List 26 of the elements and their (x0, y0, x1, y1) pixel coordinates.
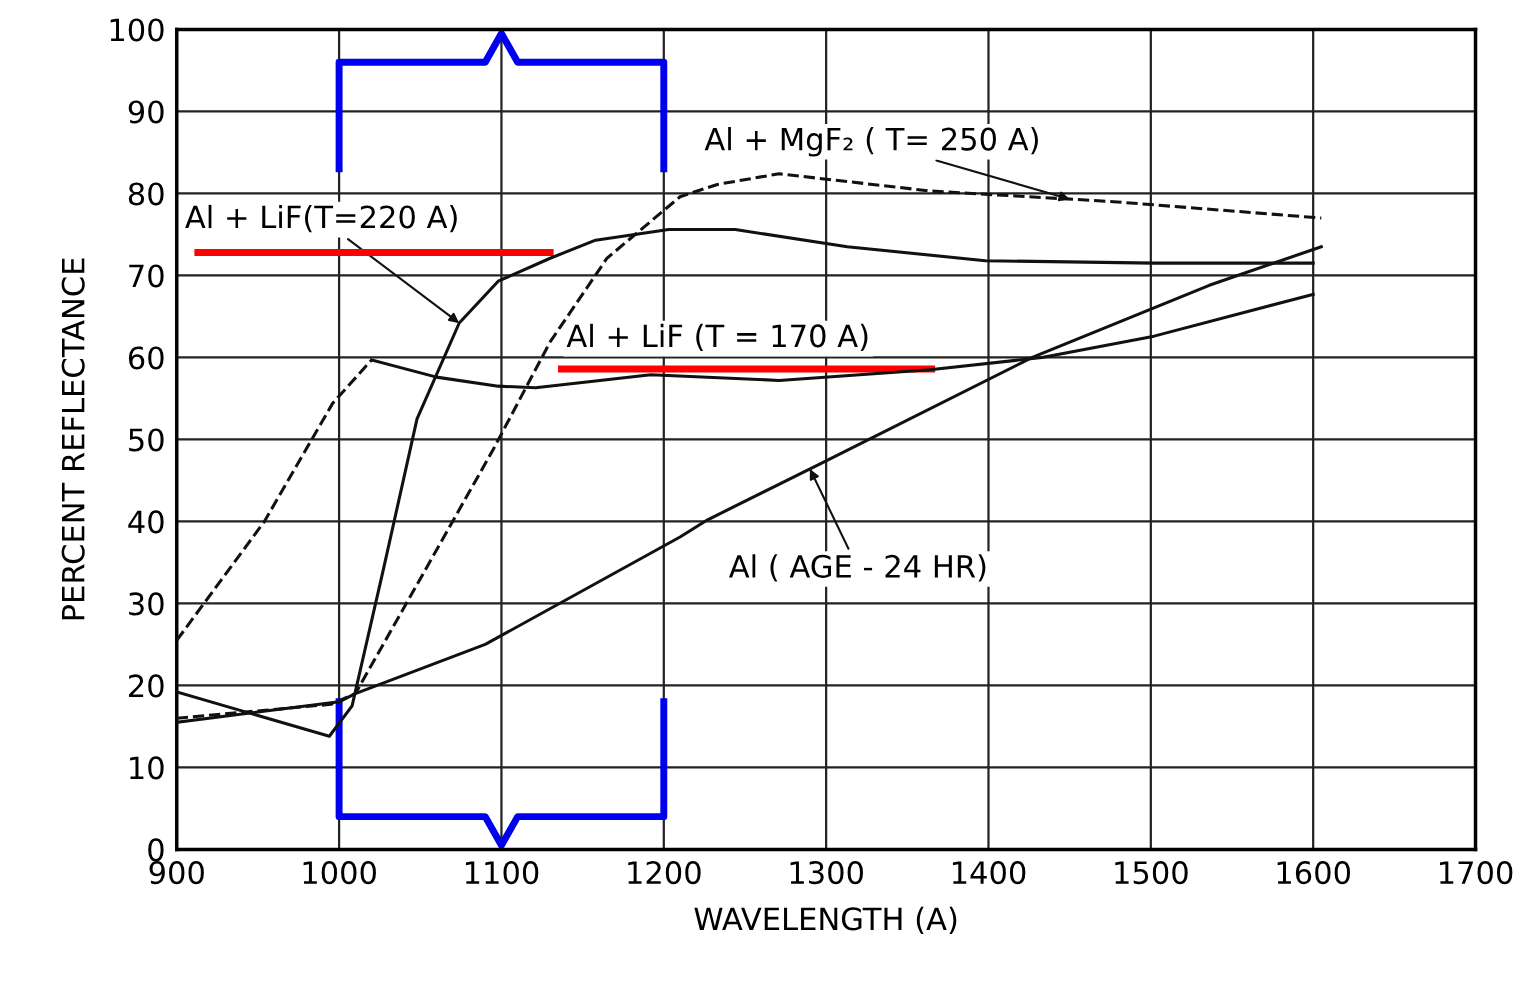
annotation: Al ( AGE - 24 HR) (728, 554, 986, 582)
x-tick-label: 1200 (628, 861, 701, 885)
x-tick-label: 900 (149, 861, 204, 885)
x-tick-label: 1300 (790, 861, 863, 885)
y-tick-label: 100 (110, 18, 164, 42)
x-tick-label: 1500 (1115, 861, 1188, 885)
y-tick-label: 10 (130, 756, 164, 780)
y-tick-label: 90 (128, 100, 164, 124)
annotation: Al + LiF(T=220 A) (185, 204, 457, 233)
y-tick-label: 20 (129, 674, 164, 698)
x-axis-title: WAVELENGTH (A) (694, 906, 957, 935)
y-tick-label: 0 (148, 838, 164, 862)
x-tick-label: 1100 (465, 861, 539, 885)
x-tick-label: 1400 (952, 861, 1026, 885)
y-tick-label: 50 (129, 428, 164, 452)
x-tick-label: 1700 (1439, 861, 1513, 885)
y-tick-label: 40 (128, 510, 164, 534)
y-tick-label: 60 (128, 346, 164, 370)
y-tick-label: 30 (129, 592, 164, 616)
y-tick-label: 70 (129, 264, 164, 288)
y-axis-title: PERCENT REFLECTANCE (61, 258, 85, 620)
annotation: Al + MgF₂ ( T= 250 A) (704, 126, 1038, 157)
y-tick-label: 80 (128, 182, 164, 206)
x-tick-label: 1000 (303, 861, 376, 885)
annotation: Al + LiF (T = 170 A) (566, 323, 868, 352)
x-tick-label: 1600 (1277, 861, 1351, 885)
